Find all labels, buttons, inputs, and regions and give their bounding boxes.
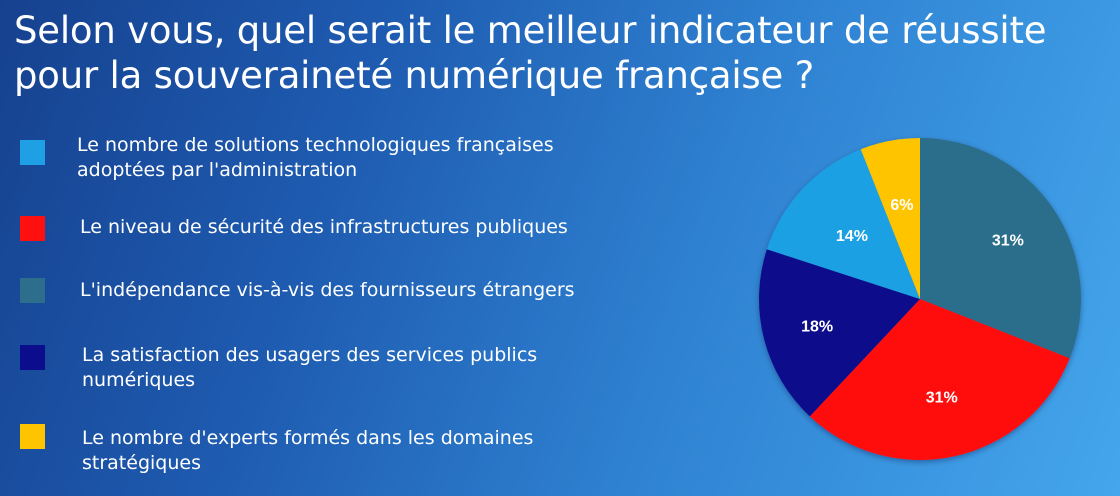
slice-securite-value-label: 31% — [926, 389, 958, 406]
legend-swatch-solutions — [20, 140, 45, 165]
legend-swatch-independance — [20, 278, 45, 303]
slice-experts — [860, 138, 920, 299]
slice-satisfaction — [759, 249, 920, 417]
legend-swatch-experts — [20, 424, 45, 449]
slice-experts-value-label: 6% — [890, 197, 913, 214]
slice-independance-value-label: 31% — [992, 232, 1024, 249]
legend-swatch-satisfaction — [20, 345, 45, 370]
legend-label-solutions: Le nombre de solutions technologiques fr… — [77, 134, 554, 181]
legend-label-satisfaction: La satisfaction des usagers des services… — [82, 344, 538, 391]
slice-solutions — [766, 149, 920, 299]
legend-swatch-securite — [20, 216, 45, 241]
legend-label-securite: Le niveau de sécurité des infrastructure… — [80, 216, 568, 238]
slice-solutions-value-label: 14% — [836, 228, 868, 245]
slice-satisfaction-value-label: 18% — [801, 318, 833, 335]
slice-securite — [809, 299, 1070, 461]
legend-label-experts: Le nombre d'experts formés dans les doma… — [82, 427, 534, 474]
slice-independance — [920, 138, 1081, 359]
legend-label-independance: L'indépendance vis-à-vis des fournisseur… — [80, 279, 575, 301]
chart-title: Selon vous, quel serait le meilleur indi… — [14, 9, 1047, 97]
